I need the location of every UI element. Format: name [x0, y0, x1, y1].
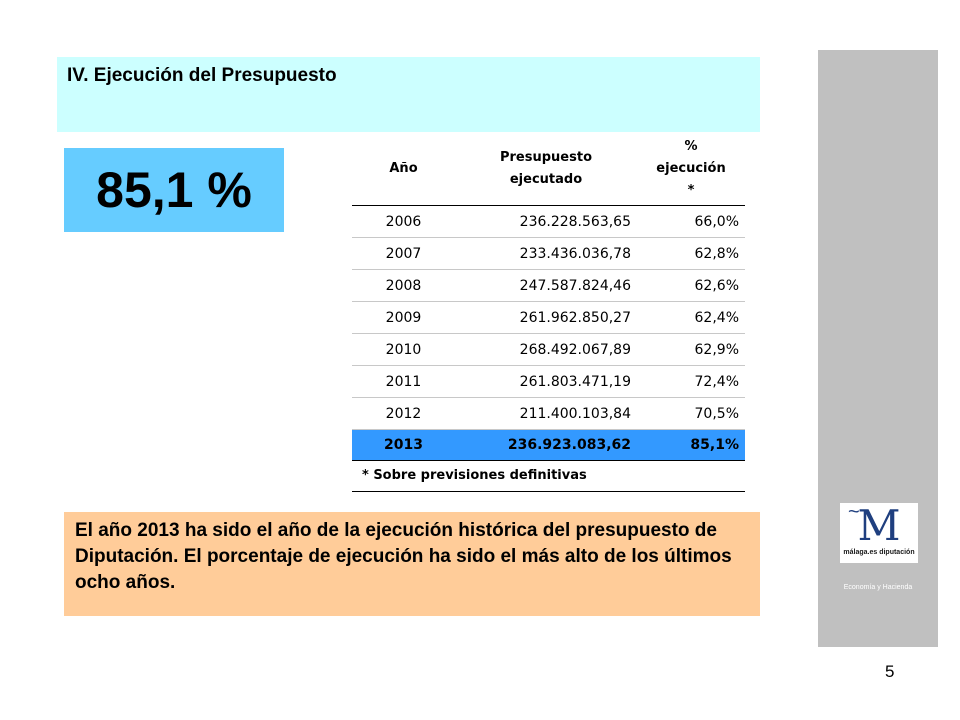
table-row: 2012 211.400.103,84 70,5%	[352, 397, 745, 430]
right-sidebar: ~ M málaga.es diputación Economía y Haci…	[818, 50, 938, 647]
table-row: 2010 268.492.067,89 62,9%	[352, 333, 745, 366]
table-row: 2009 261.962.850,27 62,4%	[352, 301, 745, 334]
table-row: 2006 236.228.563,65 66,0%	[352, 205, 745, 238]
budget-table-container: Año Presupuesto ejecutado % ejecución * …	[352, 132, 745, 492]
row-value: 236.923.083,62	[455, 429, 637, 461]
highlight-percentage: 85,1 %	[64, 148, 284, 232]
row-year: 2007	[352, 237, 455, 270]
logo-tilde-icon: ~	[848, 501, 860, 523]
header-year: Año	[352, 132, 455, 206]
table-header-row: Año Presupuesto ejecutado % ejecución *	[352, 132, 745, 206]
page-title: IV. Ejecución del Presupuesto	[67, 65, 337, 86]
row-value: 268.492.067,89	[455, 333, 637, 366]
row-percentage: 62,9%	[637, 333, 745, 366]
table-row: 2007 233.436.036,78 62,8%	[352, 237, 745, 270]
diputacion-logo: ~ M málaga.es diputación	[840, 501, 918, 563]
row-percentage: 62,6%	[637, 269, 745, 302]
row-year: 2008	[352, 269, 455, 302]
logo-caption: málaga.es diputación	[843, 549, 915, 556]
row-value: 247.587.824,46	[455, 269, 637, 302]
row-value: 261.803.471,19	[455, 365, 637, 398]
budget-table: Año Presupuesto ejecutado % ejecución * …	[352, 132, 745, 461]
row-percentage: 70,5%	[637, 397, 745, 430]
row-year: 2006	[352, 205, 455, 238]
row-percentage: 85,1%	[637, 429, 745, 461]
row-year: 2010	[352, 333, 455, 366]
row-value: 233.436.036,78	[455, 237, 637, 270]
row-year: 2011	[352, 365, 455, 398]
summary-text: El año 2013 ha sido el año de la ejecuci…	[75, 520, 732, 593]
row-value: 211.400.103,84	[455, 397, 637, 430]
row-percentage: 66,0%	[637, 205, 745, 238]
row-percentage: 72,4%	[637, 365, 745, 398]
row-year: 2013	[352, 429, 455, 461]
row-value: 236.228.563,65	[455, 205, 637, 238]
row-year: 2009	[352, 301, 455, 334]
table-footnote: * Sobre previsiones definitivas	[352, 461, 745, 492]
table-row: 2008 247.587.824,46 62,6%	[352, 269, 745, 302]
row-percentage: 62,4%	[637, 301, 745, 334]
table-row-highlighted: 2013 236.923.083,62 85,1%	[352, 429, 745, 461]
logo-letter: M	[857, 501, 901, 550]
row-value: 261.962.850,27	[455, 301, 637, 334]
table-row: 2011 261.803.471,19 72,4%	[352, 365, 745, 398]
row-percentage: 62,8%	[637, 237, 745, 270]
header-budget: Presupuesto ejecutado	[455, 132, 637, 206]
header-percentage: % ejecución *	[637, 132, 745, 206]
title-banner: IV. Ejecución del Presupuesto	[57, 57, 760, 132]
page-number: 5	[885, 662, 895, 681]
row-year: 2012	[352, 397, 455, 430]
summary-note: El año 2013 ha sido el año de la ejecuci…	[64, 512, 760, 616]
department-label: Economía y Hacienda	[843, 584, 913, 591]
